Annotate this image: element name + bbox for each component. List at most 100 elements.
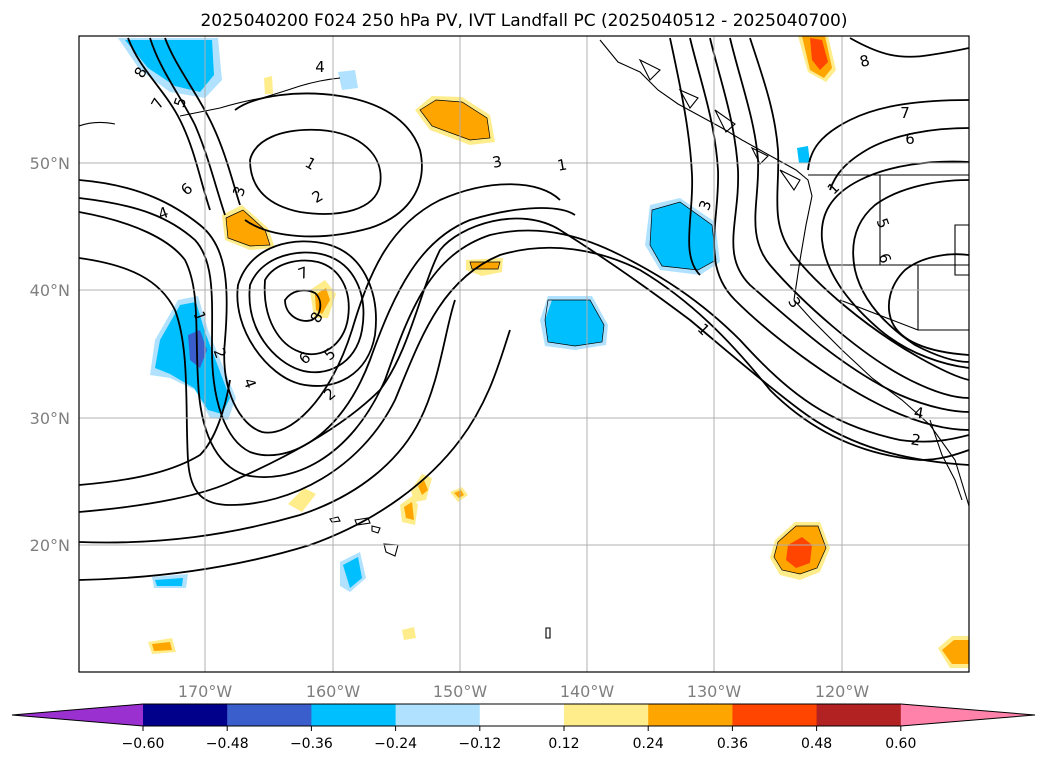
colorbar: −0.60 −0.48 −0.36 −0.24 −0.12 0.12 0.24 0.36 0.4… bbox=[11, 703, 1036, 752]
positive-anomaly-region bbox=[315, 288, 330, 314]
pv-contour bbox=[79, 299, 456, 544]
pv-contour bbox=[888, 253, 969, 356]
lon-tick-label: 150°W bbox=[433, 682, 488, 701]
pv-contour bbox=[79, 197, 576, 457]
pv-contour bbox=[164, 37, 241, 206]
pv-contour bbox=[79, 211, 969, 478]
small-island bbox=[545, 627, 551, 639]
lat-tick-label: 30°N bbox=[30, 409, 70, 428]
contour-label: 7 bbox=[900, 104, 910, 122]
colorbar-segment bbox=[479, 704, 565, 726]
positive-anomaly-region bbox=[226, 210, 270, 246]
colorbar-tick-label: 0.48 bbox=[801, 736, 832, 752]
anomaly-outline bbox=[773, 525, 827, 575]
pv-contour bbox=[820, 160, 969, 369]
anomaly-outline bbox=[469, 261, 501, 270]
pv-contour bbox=[236, 240, 377, 387]
anomaly-outline bbox=[419, 99, 491, 141]
anomaly-outline bbox=[649, 201, 717, 271]
colorbar-tick-label: −0.48 bbox=[206, 736, 249, 752]
colorbar-tick-label: 0.36 bbox=[717, 736, 748, 752]
pv-contour bbox=[234, 92, 423, 238]
colorbar-tick-label: −0.36 bbox=[290, 736, 333, 752]
anomaly-outlines bbox=[225, 99, 827, 575]
positive-anomaly-region bbox=[942, 640, 969, 664]
lat-tick-label: 40°N bbox=[30, 281, 70, 300]
map-area: 8 7 5 6 4 3 2 1 4 3 1 7 8 6 5 2 1 2 4 3 … bbox=[79, 36, 969, 672]
positive-anomaly-region bbox=[454, 490, 464, 498]
positive-anomaly-region bbox=[810, 38, 828, 70]
contour-label: 4 bbox=[913, 403, 926, 422]
positive-anomaly-region bbox=[402, 627, 416, 640]
lon-tick-label: 170°W bbox=[178, 682, 233, 701]
colorbar-tick-label: 0.24 bbox=[633, 736, 664, 752]
pv-contour bbox=[79, 217, 969, 513]
pv-contour bbox=[79, 379, 231, 486]
colorbar-segment bbox=[732, 704, 818, 726]
colorbar-segment bbox=[564, 704, 649, 726]
colorbar-segment bbox=[227, 704, 312, 726]
lat-tick-labels: 20°N 30°N 40°N 50°N bbox=[30, 154, 70, 555]
colorbar-segment bbox=[816, 704, 902, 726]
positive-anomaly-region bbox=[418, 480, 428, 495]
pv-contour bbox=[79, 246, 969, 506]
pv-contour bbox=[749, 37, 969, 381]
positive-anomaly-region bbox=[152, 642, 172, 651]
negative-anomaly-region bbox=[125, 40, 214, 92]
pv-contours bbox=[79, 37, 969, 581]
negative-anomaly-region bbox=[343, 557, 362, 588]
lon-tick-label: 130°W bbox=[687, 682, 742, 701]
lat-tick-label: 20°N bbox=[30, 536, 70, 555]
pv-contour bbox=[689, 37, 969, 431]
map-frame bbox=[78, 35, 970, 673]
anomaly-outline bbox=[225, 209, 271, 247]
pv-contour bbox=[852, 179, 969, 363]
pv-contour bbox=[79, 179, 561, 434]
colorbar-extend-max bbox=[900, 704, 1035, 726]
pv-contour bbox=[263, 259, 350, 356]
colorbar-segment bbox=[648, 704, 733, 726]
negative-anomaly-region bbox=[545, 300, 604, 346]
lon-tick-label: 140°W bbox=[560, 682, 615, 701]
pv-contour bbox=[807, 99, 969, 171]
lon-tick-label: 120°W bbox=[815, 682, 870, 701]
figure-title: 2025040200 F024 250 hPa PV, IVT Landfall… bbox=[200, 11, 847, 31]
british-columbia-islands bbox=[638, 58, 801, 192]
pv-contour bbox=[669, 37, 701, 276]
baja-coast bbox=[929, 419, 963, 501]
colorbar-tick-label: −0.24 bbox=[374, 736, 417, 752]
pv-contour bbox=[829, 127, 969, 191]
positive-anomaly-region bbox=[288, 488, 316, 512]
lon-tick-labels: 170°W 160°W 150°W 140°W 130°W 120°W bbox=[178, 682, 870, 701]
colorbar-tick-label: 0.60 bbox=[885, 736, 916, 752]
colorbar-tick-label: 0.12 bbox=[548, 736, 579, 752]
pv-contour bbox=[248, 251, 365, 374]
gridlines bbox=[79, 36, 969, 672]
negative-anomaly-region bbox=[797, 146, 810, 163]
colorbar-extend-min bbox=[12, 704, 143, 726]
lat-tick-label: 50°N bbox=[30, 154, 70, 173]
positive-anomaly-region bbox=[420, 100, 490, 140]
lon-tick-label: 160°W bbox=[306, 682, 361, 701]
state-borders bbox=[790, 175, 969, 331]
hawaii-islands bbox=[329, 516, 399, 557]
pv-contour bbox=[127, 37, 211, 211]
colorbar-tick-label: −0.12 bbox=[458, 736, 501, 752]
negative-anomaly-region bbox=[338, 70, 358, 90]
pv-contour bbox=[729, 37, 969, 399]
pv-contour bbox=[849, 37, 969, 58]
colorbar-segment bbox=[143, 704, 228, 726]
pv-contour bbox=[284, 289, 322, 322]
negative-anomaly-region bbox=[650, 202, 716, 270]
contour-label: 3 bbox=[491, 152, 504, 171]
contour-label: 2 bbox=[910, 430, 923, 449]
pv-contour bbox=[149, 37, 226, 216]
positive-anomaly-region bbox=[404, 502, 414, 520]
pv-contour bbox=[79, 329, 511, 581]
colorbar-segment bbox=[395, 704, 481, 726]
positive-anomaly-region bbox=[264, 76, 273, 94]
anomaly-outline bbox=[544, 299, 605, 347]
colorbar-segment bbox=[311, 704, 397, 726]
contour-label: 6 bbox=[905, 130, 915, 148]
